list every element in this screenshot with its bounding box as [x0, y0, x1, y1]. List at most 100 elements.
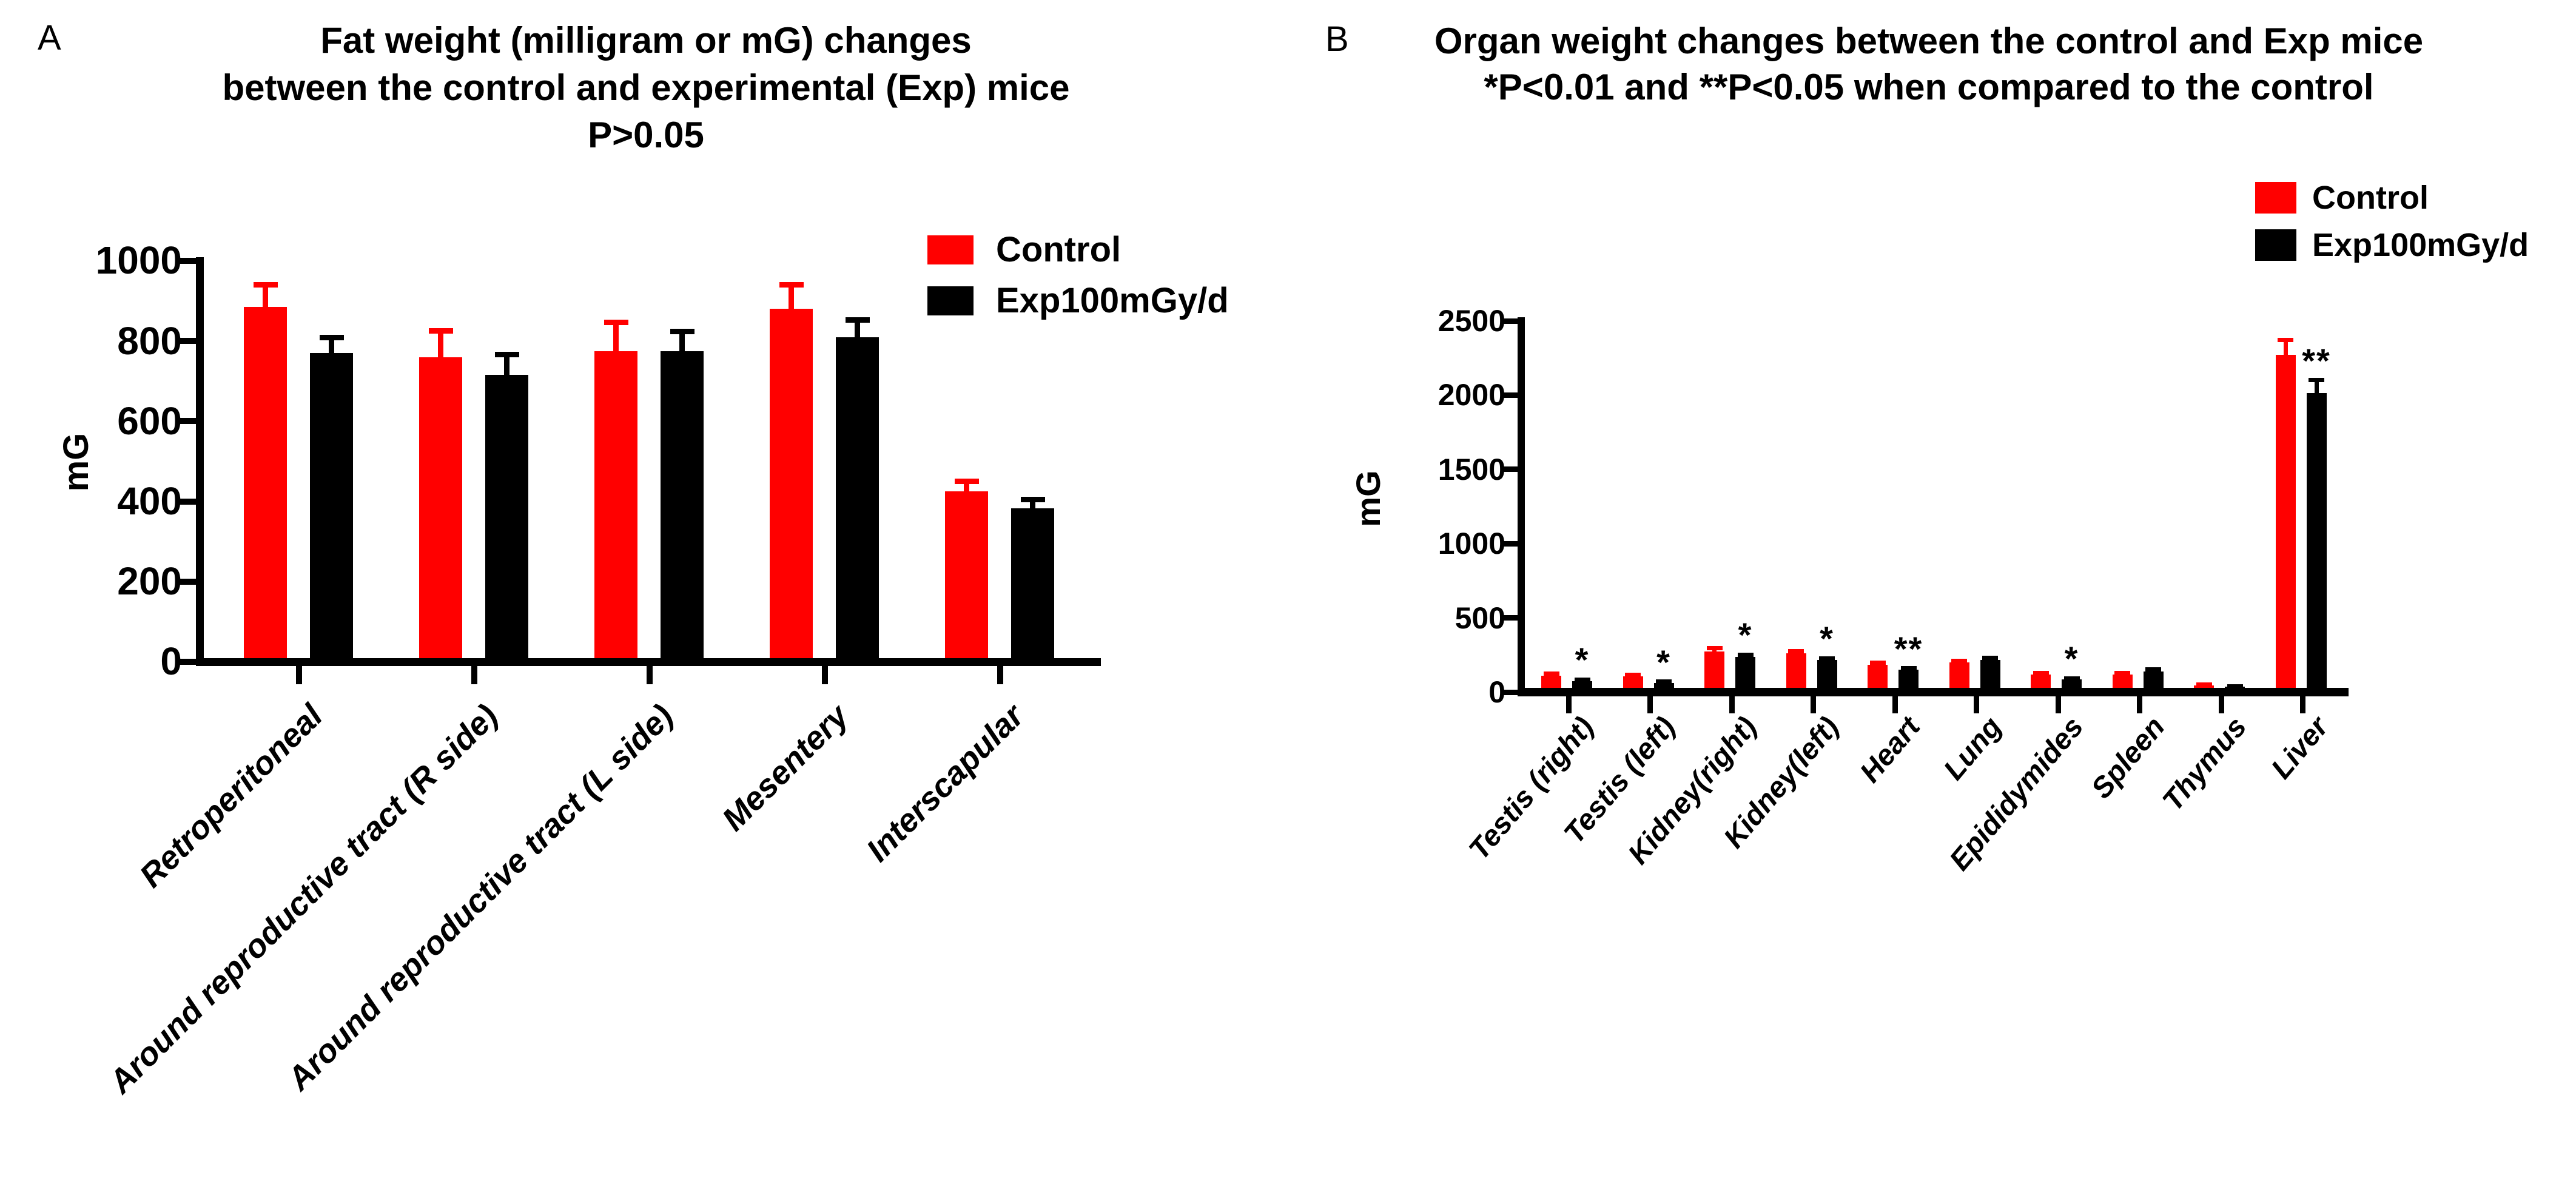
bar-control	[594, 351, 637, 666]
y-tick-mark	[178, 659, 196, 665]
legend-label-control: Control	[2312, 179, 2429, 216]
x-tick-mark	[296, 665, 302, 684]
error-bar-cap-control	[1706, 646, 1723, 651]
x-tick-mark	[1974, 696, 1979, 713]
error-bar-stem-control	[1630, 675, 1635, 685]
x-axis-line	[1518, 688, 2349, 696]
y-tick-mark	[1502, 392, 1518, 398]
error-bar-stem-exp100mgy-d	[2151, 669, 2156, 680]
bar-exp100mgy-d	[836, 337, 879, 666]
error-bar-stem-control	[1794, 651, 1798, 662]
chart-title: Organ weight changes between the control…	[1322, 18, 2535, 110]
x-tick-mark	[2137, 696, 2142, 713]
error-bar-stem-exp100mgy-d	[1743, 655, 1747, 665]
error-bar-stem-control	[2120, 673, 2125, 683]
error-bar-stem-exp100mgy-d	[1906, 668, 1911, 679]
error-bar-stem-exp100mgy-d	[679, 331, 685, 360]
x-category-label: Lung	[1937, 711, 2008, 786]
error-bar-cap-exp100mgy-d	[1737, 652, 1754, 657]
bar-control	[244, 307, 287, 666]
x-tick-mark	[471, 665, 477, 684]
error-bar-stem-control	[1875, 662, 1880, 673]
error-bar-cap-exp100mgy-d	[2063, 676, 2080, 681]
error-bar-cap-exp100mgy-d	[670, 329, 694, 335]
x-category-label: Thymus	[2156, 711, 2253, 818]
y-tick-label: 0	[160, 639, 182, 684]
y-tick-mark	[1502, 615, 1518, 621]
bar-control	[2275, 355, 2296, 696]
x-tick-mark	[997, 665, 1003, 684]
x-tick-mark	[1565, 696, 1572, 713]
x-tick-mark	[2218, 696, 2224, 713]
x-tick-mark	[822, 665, 828, 684]
error-bar-stem-control	[1712, 648, 1717, 660]
y-axis-line	[196, 257, 204, 666]
significance-marker: *	[1575, 641, 1590, 679]
x-tick-mark	[1729, 696, 1735, 713]
error-bar-cap-exp100mgy-d	[1656, 679, 1672, 684]
y-tick-label: 800	[117, 318, 182, 363]
error-bar-cap-exp100mgy-d	[845, 317, 870, 323]
x-tick-mark	[1811, 696, 1816, 713]
x-tick-mark	[647, 665, 653, 684]
x-tick-mark	[1647, 696, 1653, 713]
error-bar-cap-exp100mgy-d	[1900, 666, 1917, 671]
y-tick-label: 1000	[1438, 527, 1505, 561]
error-bar-stem-exp100mgy-d	[1030, 499, 1035, 517]
legend-swatch-control	[2255, 182, 2296, 214]
panel-letter-a: A	[38, 18, 61, 58]
x-tick-mark	[1892, 696, 1898, 713]
bar-control	[770, 309, 813, 666]
y-axis-label: mG	[1349, 470, 1387, 527]
error-bar-stem-control	[964, 481, 969, 500]
y-tick-label: 200	[117, 559, 182, 604]
error-bar-cap-control	[2196, 682, 2212, 687]
y-tick-mark	[178, 498, 196, 505]
error-bar-stem-control	[2039, 673, 2043, 683]
error-bar-cap-exp100mgy-d	[1020, 497, 1045, 503]
error-bar-cap-exp100mgy-d	[1982, 656, 1998, 661]
legend-label-exp100mgy-d: Exp100mGy/d	[2312, 226, 2529, 263]
y-tick-label: 2500	[1438, 304, 1505, 338]
y-tick-mark	[178, 338, 196, 345]
error-bar-cap-control	[1625, 672, 1641, 677]
y-tick-mark	[1502, 466, 1518, 473]
error-bar-cap-control	[1543, 671, 1559, 676]
y-tick-label: 500	[1454, 601, 1505, 635]
error-bar-stem-control	[438, 331, 443, 366]
legend-swatch-exp100mgy-d	[2255, 229, 2296, 261]
y-tick-label: 0	[1488, 675, 1505, 709]
panel-letter-b: B	[1325, 19, 1349, 59]
chart-title: Fat weight (milligram or mG) changes betw…	[70, 17, 1222, 159]
error-bar-cap-control	[428, 328, 453, 334]
chart-title-line: *P<0.01 and **P<0.05 when compared to th…	[1484, 67, 2374, 107]
error-bar-stem-exp100mgy-d	[329, 337, 334, 362]
error-bar-cap-control	[2033, 670, 2049, 675]
legend-label-control: Control	[996, 230, 1122, 270]
error-bar-stem-exp100mgy-d	[1580, 679, 1584, 690]
error-bar-stem-control	[789, 284, 794, 318]
error-bar-stem-control	[1549, 673, 1553, 685]
legend-swatch-exp100mgy-d	[927, 286, 974, 315]
y-tick-mark	[1502, 689, 1518, 695]
bar-exp100mgy-d	[485, 375, 528, 666]
y-axis-line	[1518, 317, 1525, 696]
x-axis-line	[196, 658, 1101, 666]
y-tick-label: 400	[117, 479, 182, 523]
significance-marker: **	[1894, 629, 1923, 668]
error-bar-cap-control	[253, 282, 278, 288]
y-tick-label: 1500	[1438, 452, 1505, 486]
y-tick-mark	[1502, 318, 1518, 324]
error-bar-cap-exp100mgy-d	[1819, 656, 1835, 661]
chart-title-line: P>0.05	[588, 115, 704, 155]
error-bar-cap-control	[1951, 658, 1967, 663]
error-bar-cap-exp100mgy-d	[2145, 667, 2161, 672]
y-tick-label: 1000	[95, 238, 182, 283]
error-bar-cap-exp100mgy-d	[2227, 684, 2243, 688]
y-tick-mark	[178, 578, 196, 585]
x-tick-mark	[2055, 696, 2061, 713]
error-bar-cap-exp100mgy-d	[319, 335, 344, 341]
significance-marker: *	[1820, 619, 1834, 658]
error-bar-stem-exp100mgy-d	[2070, 678, 2074, 688]
